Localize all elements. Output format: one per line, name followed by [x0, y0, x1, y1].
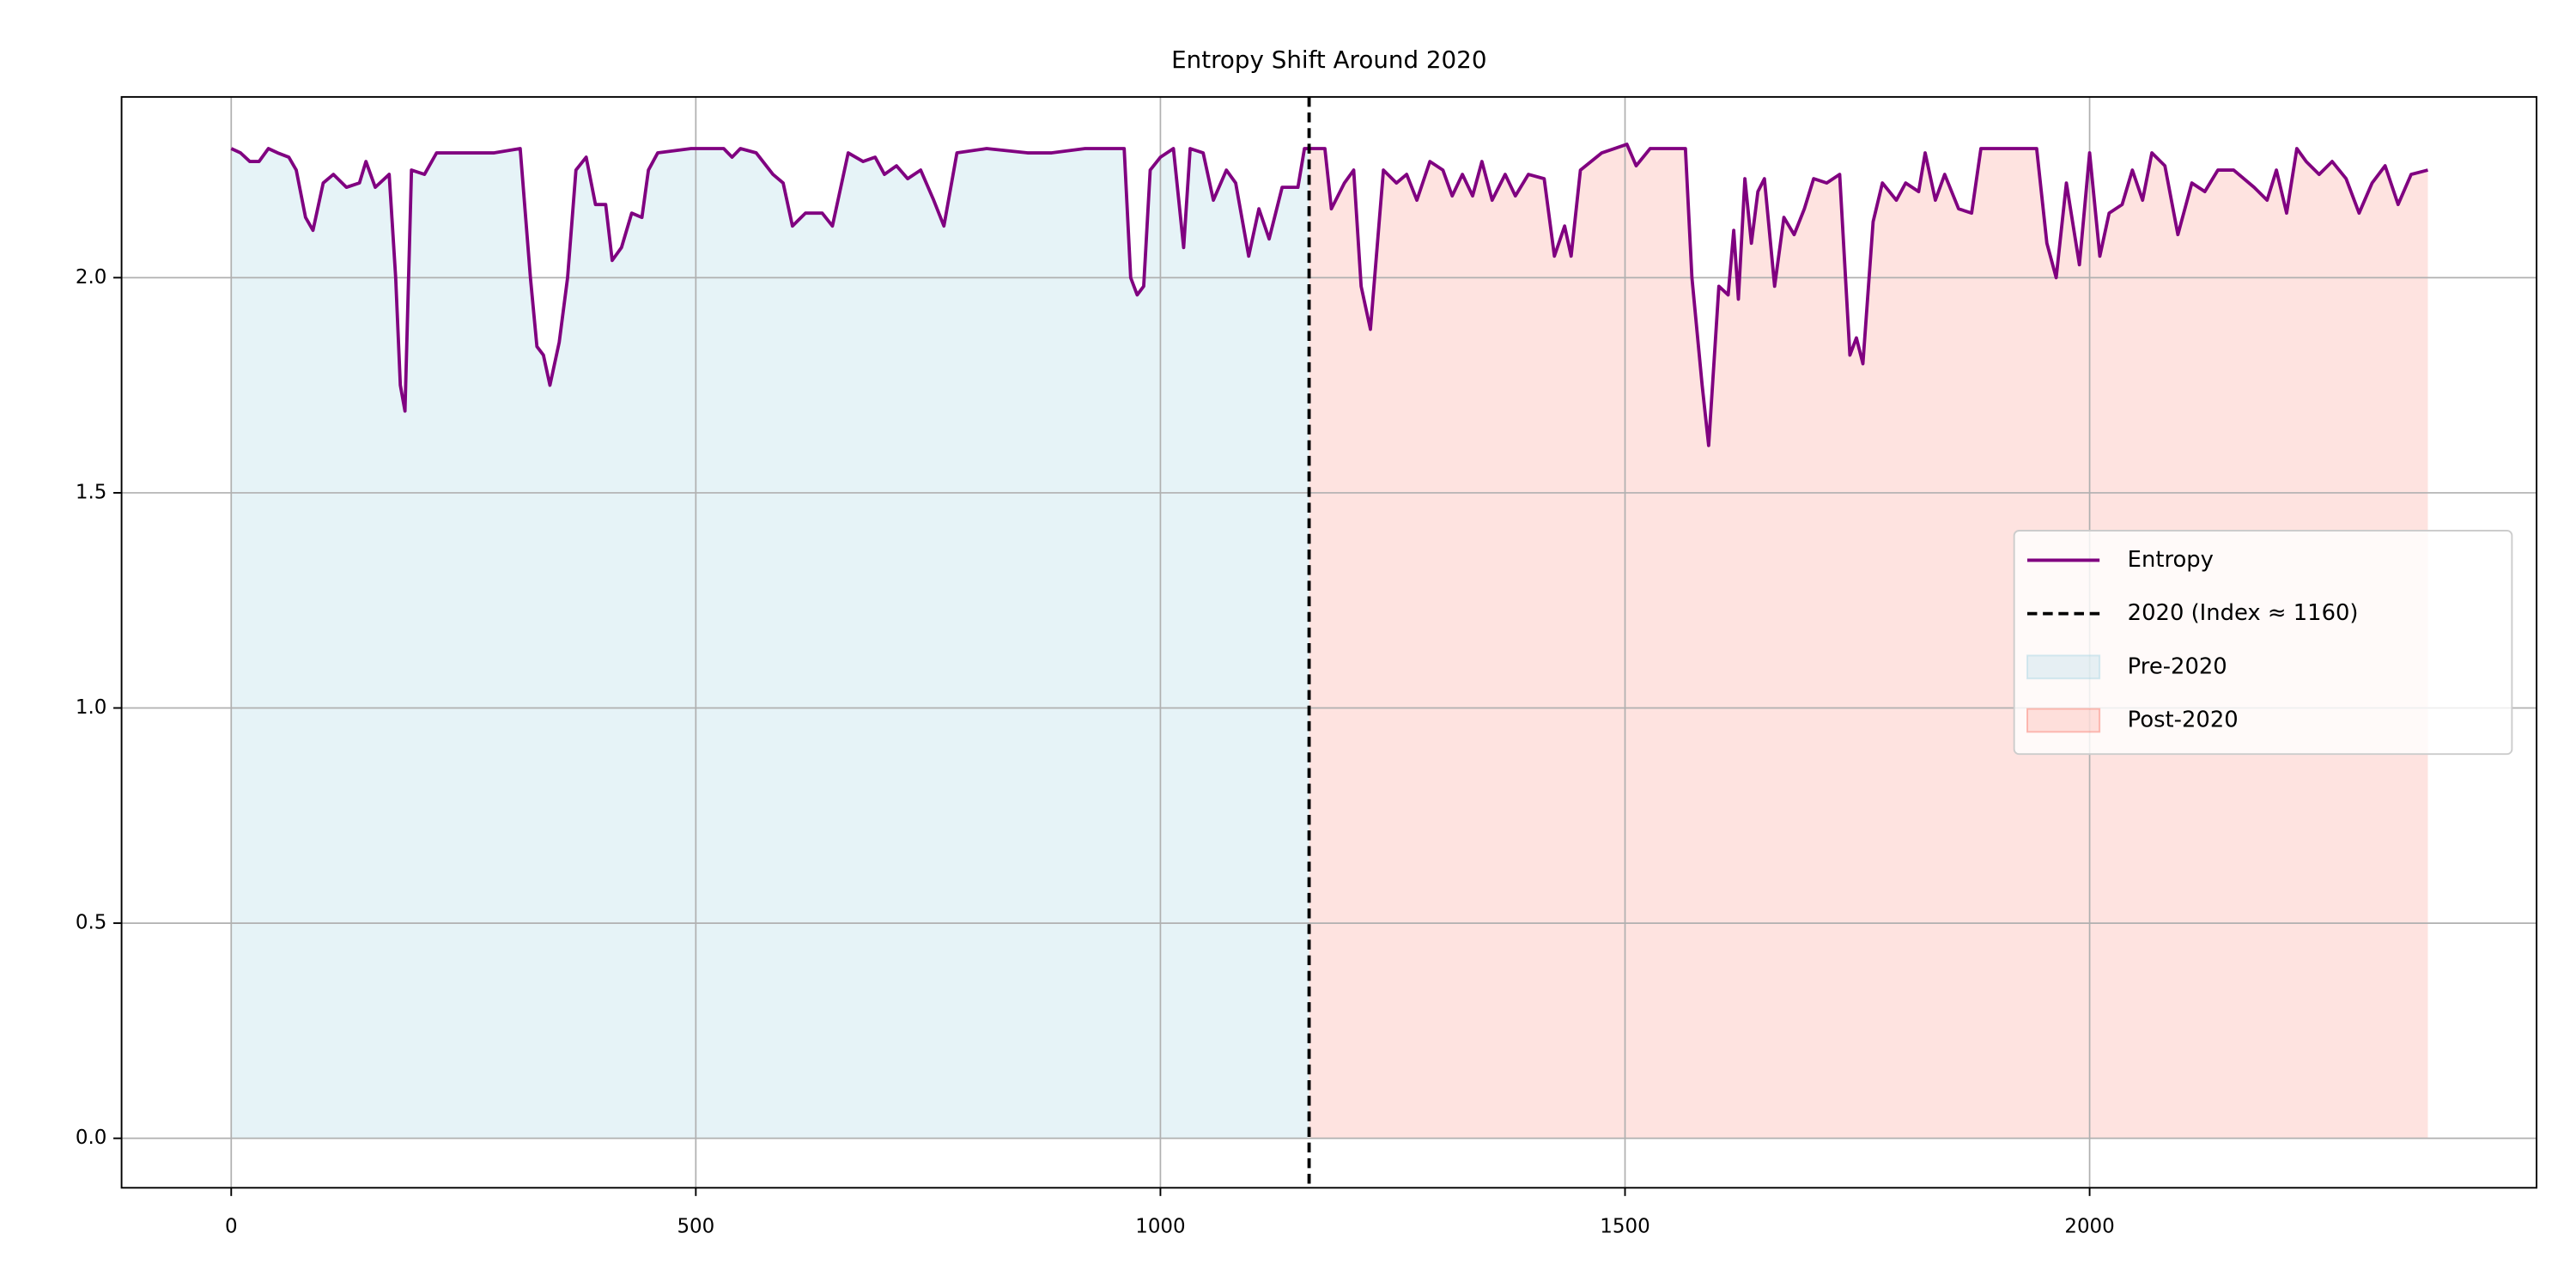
- legend-label: Entropy: [2128, 547, 2214, 573]
- region-area: [231, 149, 1309, 1139]
- y-tick-label: 1.5: [76, 481, 106, 503]
- legend-label: Post-2020: [2128, 707, 2239, 732]
- x-tick-label: 1000: [1135, 1216, 1185, 1238]
- region-area: [1309, 144, 2428, 1139]
- legend-swatch: [2026, 654, 2101, 680]
- x-tick-label: 2000: [2064, 1216, 2114, 1238]
- chart-title: Entropy Shift Around 2020: [1171, 46, 1486, 74]
- legend-label: 2020 (Index ≈ 1160): [2128, 600, 2359, 626]
- plot-frame: [120, 95, 2538, 1189]
- legend-box: [2013, 530, 2513, 756]
- y-tick-label: 2.0: [76, 266, 106, 289]
- y-tick-label: 0.0: [76, 1127, 106, 1149]
- x-tick-label: 500: [677, 1216, 714, 1238]
- legend-label: Pre-2020: [2128, 653, 2227, 679]
- y-tick-label: 0.5: [76, 912, 106, 934]
- line: [230, 143, 2428, 447]
- x-tick-label: 0: [225, 1216, 238, 1238]
- legend-swatch: [2026, 708, 2101, 733]
- y-tick-label: 1.0: [76, 696, 106, 719]
- x-tick-label: 1500: [1600, 1216, 1649, 1238]
